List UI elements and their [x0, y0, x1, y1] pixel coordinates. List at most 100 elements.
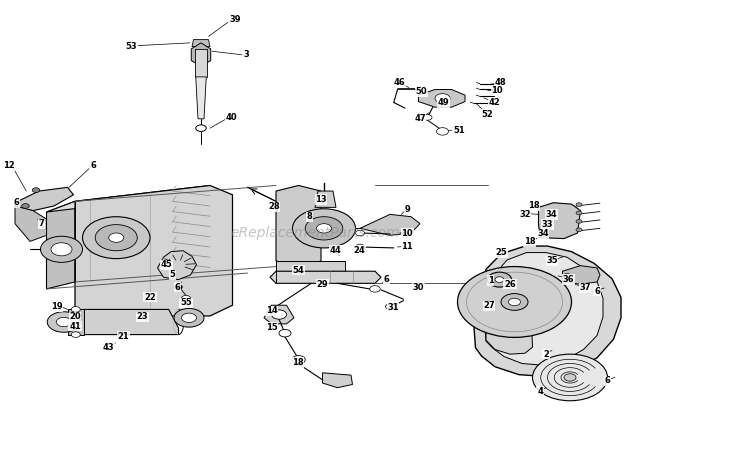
Polygon shape — [46, 201, 75, 289]
Circle shape — [576, 228, 582, 232]
Text: 41: 41 — [69, 322, 81, 331]
Polygon shape — [562, 266, 600, 284]
Text: 14: 14 — [266, 306, 278, 315]
Circle shape — [56, 317, 71, 327]
Circle shape — [272, 310, 286, 319]
Polygon shape — [474, 246, 621, 377]
Text: 37: 37 — [579, 283, 591, 293]
Circle shape — [576, 211, 582, 215]
Polygon shape — [191, 43, 211, 66]
Circle shape — [501, 294, 528, 310]
Text: 18: 18 — [524, 237, 536, 246]
Circle shape — [292, 209, 356, 248]
Circle shape — [292, 356, 305, 364]
Text: 18: 18 — [292, 358, 304, 367]
Circle shape — [564, 374, 576, 381]
Circle shape — [109, 233, 124, 242]
Text: 43: 43 — [103, 343, 115, 352]
Text: 6: 6 — [594, 287, 600, 296]
Circle shape — [196, 125, 206, 131]
Text: 1: 1 — [488, 276, 494, 285]
Text: 20: 20 — [69, 312, 81, 322]
Bar — [195, 49, 207, 77]
Circle shape — [509, 298, 520, 306]
Text: 23: 23 — [136, 312, 148, 322]
Polygon shape — [484, 253, 603, 365]
Text: 28: 28 — [268, 202, 280, 212]
Polygon shape — [276, 185, 321, 267]
Circle shape — [435, 94, 450, 103]
Circle shape — [576, 219, 582, 223]
Text: 11: 11 — [401, 242, 413, 252]
Circle shape — [576, 203, 582, 206]
Text: 50: 50 — [416, 87, 428, 96]
Circle shape — [95, 225, 137, 251]
Polygon shape — [68, 309, 84, 335]
Text: eReplacementParts.com: eReplacementParts.com — [230, 226, 400, 240]
Text: 9: 9 — [404, 205, 410, 214]
Text: 35: 35 — [546, 256, 558, 266]
Circle shape — [279, 329, 291, 337]
Text: 6: 6 — [13, 198, 20, 207]
Text: 34: 34 — [545, 210, 557, 219]
Text: 45: 45 — [160, 260, 172, 269]
Text: 47: 47 — [414, 114, 426, 123]
Circle shape — [174, 308, 204, 327]
Circle shape — [182, 295, 190, 301]
Circle shape — [386, 304, 394, 309]
Text: 13: 13 — [315, 195, 327, 204]
Text: 15: 15 — [266, 322, 278, 332]
Text: 12: 12 — [3, 161, 15, 170]
Text: 54: 54 — [292, 266, 304, 275]
Polygon shape — [419, 89, 465, 107]
Text: 7: 7 — [38, 219, 44, 228]
Circle shape — [423, 115, 432, 120]
Text: 2: 2 — [543, 350, 549, 359]
Text: 21: 21 — [118, 332, 130, 341]
Text: 33: 33 — [542, 220, 554, 229]
Polygon shape — [270, 271, 381, 283]
Polygon shape — [322, 373, 352, 388]
Circle shape — [32, 188, 40, 192]
Text: 40: 40 — [225, 113, 237, 122]
Circle shape — [316, 224, 332, 233]
Circle shape — [51, 243, 72, 256]
Text: 55: 55 — [180, 298, 192, 308]
Polygon shape — [192, 40, 210, 47]
Polygon shape — [196, 77, 206, 119]
Polygon shape — [264, 305, 294, 324]
Circle shape — [47, 312, 80, 332]
Text: 32: 32 — [519, 210, 531, 219]
Text: 42: 42 — [488, 98, 500, 107]
Text: 4: 4 — [537, 387, 543, 396]
Text: 24: 24 — [353, 246, 365, 255]
Text: 30: 30 — [413, 283, 424, 292]
Polygon shape — [276, 261, 345, 271]
Text: 5: 5 — [170, 270, 176, 280]
Text: 49: 49 — [437, 98, 449, 107]
Text: 39: 39 — [229, 15, 241, 24]
Text: 48: 48 — [494, 78, 506, 88]
Text: 10: 10 — [401, 228, 413, 238]
Circle shape — [175, 285, 182, 289]
Polygon shape — [538, 203, 580, 239]
Text: 6: 6 — [175, 282, 181, 292]
Polygon shape — [15, 206, 46, 241]
Text: 6: 6 — [604, 376, 610, 385]
Circle shape — [488, 272, 512, 287]
Circle shape — [563, 274, 571, 278]
Text: 8: 8 — [307, 212, 313, 221]
Text: 18: 18 — [528, 201, 540, 211]
Text: 52: 52 — [481, 110, 493, 119]
Circle shape — [458, 267, 572, 337]
Circle shape — [71, 307, 80, 312]
Polygon shape — [315, 191, 336, 207]
Text: 26: 26 — [504, 280, 516, 289]
Text: 3: 3 — [243, 50, 249, 60]
Text: 19: 19 — [51, 302, 63, 311]
Text: 34: 34 — [537, 229, 549, 239]
Circle shape — [182, 313, 196, 322]
Polygon shape — [158, 251, 196, 280]
Circle shape — [436, 128, 448, 135]
Text: 36: 36 — [562, 275, 574, 284]
